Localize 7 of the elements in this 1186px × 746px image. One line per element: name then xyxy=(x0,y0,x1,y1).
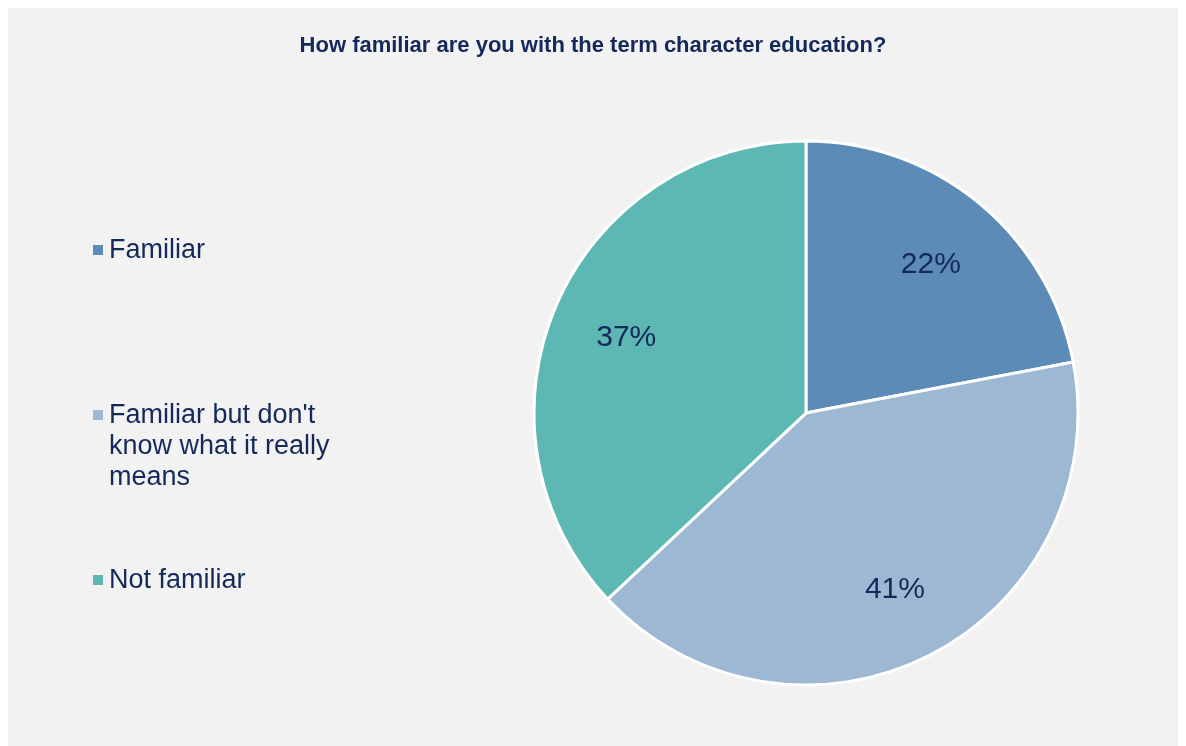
legend-label: Familiar but don't know what it really means xyxy=(109,399,331,492)
legend-label: Familiar xyxy=(109,234,206,265)
data-label: 22% xyxy=(900,245,961,279)
legend-label: Not familiar xyxy=(109,564,247,595)
data-label: 37% xyxy=(596,318,657,352)
chart-title: How familiar are you with the term character education? xyxy=(298,32,888,58)
data-label: 41% xyxy=(864,570,925,604)
